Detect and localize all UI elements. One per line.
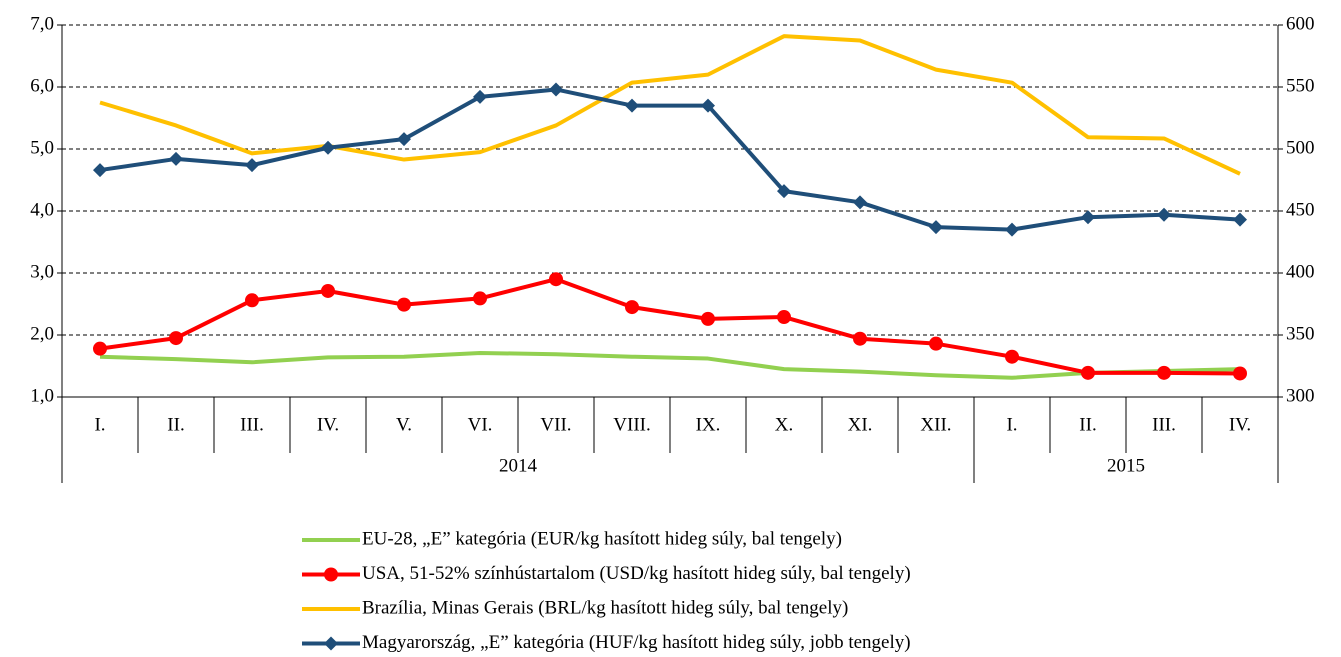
x-tick-label: IV. [1229, 414, 1251, 435]
point [929, 336, 943, 351]
y-tick-label: 1,0 [30, 385, 54, 406]
x-tick-label: VII. [540, 414, 571, 435]
legend-label: USA, 51-52% színhústartalom (USD/kg hasí… [362, 563, 911, 584]
x-tick-label: II. [1079, 414, 1096, 435]
series-line [99, 34, 1241, 176]
y2-tick-label: 300 [1286, 385, 1315, 406]
y2-tick-label: 600 [1286, 13, 1315, 34]
y-tick-label: 3,0 [30, 261, 54, 282]
series-line [99, 87, 1241, 232]
y2-tick-label: 350 [1286, 323, 1315, 344]
point [321, 283, 335, 298]
y-tick-label: 6,0 [30, 75, 54, 96]
point [1157, 207, 1171, 222]
legend-label: EU-28, „E” kategória (EUR/kg hasított hi… [362, 528, 842, 549]
x-tick-label: I. [1006, 414, 1017, 435]
point [93, 163, 107, 178]
legend-label: Brazília, Minas Gerais (BRL/kg hasított … [362, 597, 848, 618]
point [929, 220, 943, 235]
point [549, 82, 563, 97]
point [1233, 212, 1247, 227]
point [701, 311, 715, 326]
y2-tick-label: 450 [1286, 199, 1315, 220]
group-label: 2015 [1107, 455, 1145, 476]
point [777, 310, 791, 325]
point [1005, 349, 1019, 364]
point [169, 151, 183, 166]
point [1081, 210, 1095, 225]
point [625, 98, 639, 113]
point [245, 293, 259, 308]
point [397, 132, 411, 147]
group-label: 2014 [499, 455, 538, 476]
legend-label: Magyarország, „E” kategória (HUF/kg hasí… [362, 632, 911, 653]
x-tick-label: X. [775, 414, 793, 435]
x-tick-label: V. [396, 414, 412, 435]
point [473, 89, 487, 104]
point [169, 331, 183, 346]
point [625, 300, 639, 315]
legend-marker [324, 567, 338, 582]
x-tick-label: VIII. [613, 414, 650, 435]
y-tick-label: 2,0 [30, 323, 54, 344]
x-tick-label: II. [167, 414, 184, 435]
point [777, 184, 791, 199]
point [245, 158, 259, 173]
point [853, 195, 867, 210]
point [1081, 365, 1095, 380]
legend-marker [324, 636, 338, 651]
point [1233, 366, 1247, 381]
x-tick-label: III. [240, 414, 264, 435]
x-tick-label: XI. [848, 414, 873, 435]
point [1157, 365, 1171, 380]
x-tick-label: IV. [317, 414, 339, 435]
point [1005, 222, 1019, 237]
y-tick-label: 4,0 [30, 199, 54, 220]
point [93, 341, 107, 356]
point [397, 297, 411, 312]
x-tick-label: IX. [696, 414, 721, 435]
y2-tick-label: 500 [1286, 137, 1315, 158]
y-tick-label: 7,0 [30, 13, 54, 34]
point [473, 291, 487, 306]
y-tick-label: 5,0 [30, 137, 54, 158]
point [549, 272, 563, 287]
x-tick-label: VI. [468, 414, 493, 435]
x-tick-label: XII. [920, 414, 951, 435]
x-tick-label: III. [1152, 414, 1176, 435]
x-tick-label: I. [94, 414, 105, 435]
point [853, 331, 867, 346]
y2-tick-label: 550 [1286, 75, 1315, 96]
point [321, 140, 335, 155]
point [701, 98, 715, 113]
series-line [99, 277, 1241, 376]
y2-tick-label: 400 [1286, 261, 1315, 282]
series-line [99, 350, 1241, 380]
